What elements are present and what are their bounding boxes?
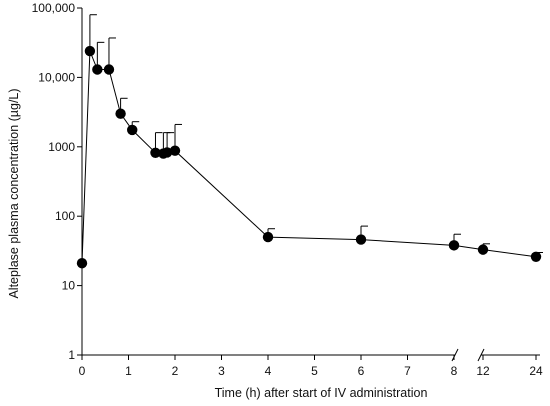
x-tick-label: 8	[451, 364, 458, 378]
y-tick-label: 100	[55, 209, 75, 223]
axis-break-mark	[451, 348, 459, 362]
data-points	[76, 45, 542, 269]
y-tick-label: 10	[62, 279, 76, 293]
y-tick-label: 1000	[48, 140, 75, 154]
axes	[77, 7, 540, 362]
x-tick-label: 0	[79, 364, 86, 378]
data-point	[477, 244, 489, 255]
y-tick-label: 100,000	[32, 1, 76, 15]
data-point	[150, 147, 161, 158]
x-tick-label: 2	[172, 364, 179, 378]
data-point	[161, 147, 173, 158]
x-tick-label: 4	[265, 364, 272, 378]
data-point	[84, 45, 96, 57]
error-bars	[89, 14, 543, 257]
x-tick-label: 3	[218, 364, 225, 378]
x-tick-label: 12	[476, 364, 490, 378]
data-point	[530, 251, 542, 263]
y-tick-label: 10,000	[38, 70, 75, 84]
data-point	[262, 231, 274, 243]
data-point	[103, 64, 115, 75]
x-axis-title: Time (h) after start of IV administratio…	[215, 386, 428, 400]
y-axis-title: Alteplase plasma concentration (µg/L)	[7, 88, 21, 298]
x-tick-label: 5	[311, 364, 318, 378]
data-point	[115, 108, 126, 119]
x-tick-label: 6	[358, 364, 365, 378]
x-tick-label: 1	[125, 364, 132, 378]
axis-break-mark	[477, 348, 485, 362]
x-tick-label: 24	[529, 364, 543, 378]
data-point	[76, 258, 88, 269]
data-point	[127, 124, 138, 136]
series-line	[81, 50, 537, 264]
data-point	[92, 64, 103, 75]
y-tick-label: 1	[68, 348, 75, 362]
data-point	[448, 240, 460, 251]
x-tick-label: 7	[404, 364, 411, 378]
data-point	[169, 145, 181, 156]
data-point	[355, 234, 367, 245]
